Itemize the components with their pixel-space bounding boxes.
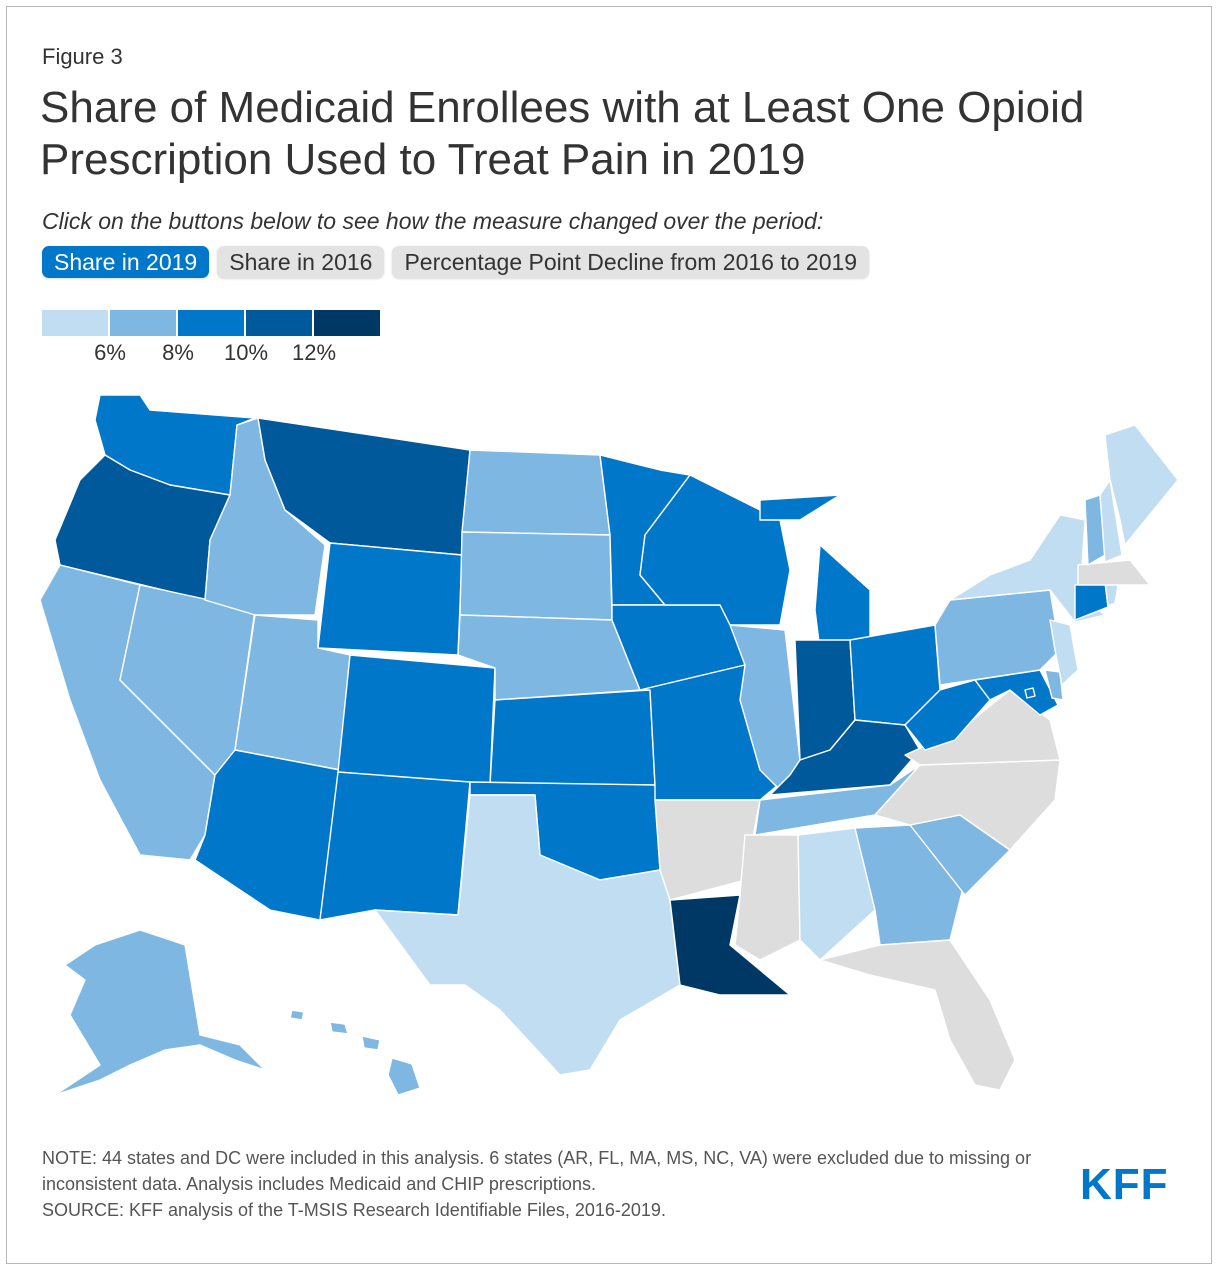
legend-swatch-1 <box>42 310 108 336</box>
state-NJ[interactable] <box>1049 619 1079 686</box>
state-TX[interactable] <box>374 794 681 1076</box>
state-AR[interactable] <box>654 799 761 901</box>
state-AK[interactable] <box>54 929 266 1096</box>
legend-label-8: 8% <box>162 340 194 365</box>
state-MA[interactable] <box>1077 559 1151 586</box>
state-DC[interactable] <box>1024 687 1036 699</box>
state-WI[interactable] <box>639 474 791 626</box>
state-FL[interactable] <box>819 939 1016 1091</box>
legend-label-10: 10% <box>223 340 269 365</box>
state-ND[interactable] <box>461 449 611 536</box>
share-2019-button[interactable]: Share in 2019 <box>42 246 210 278</box>
color-legend: 6% 8% 10% 12% <box>42 310 380 366</box>
legend-label-6: 6% <box>94 340 126 365</box>
state-AL[interactable] <box>797 827 876 961</box>
source-text: SOURCE: KFF analysis of the T-MSIS Resea… <box>42 1200 666 1220</box>
state-IL[interactable] <box>729 624 801 791</box>
state-CO[interactable] <box>337 654 496 786</box>
toggle-button-group: Share in 2019 Share in 2016 Percentage P… <box>42 246 870 278</box>
legend-label-12: 12% <box>291 340 337 365</box>
state-WY[interactable] <box>317 542 463 656</box>
legend-swatch-4 <box>246 310 312 336</box>
state-MS[interactable] <box>734 834 801 961</box>
kff-logo: KFF <box>1080 1160 1169 1209</box>
note-text: NOTE: 44 states and DC were included in … <box>42 1148 1032 1194</box>
state-PA[interactable] <box>934 589 1061 686</box>
share-2016-button[interactable]: Share in 2016 <box>217 246 385 278</box>
chart-subtitle: Click on the buttons below to see how th… <box>42 208 824 234</box>
state-SD[interactable] <box>459 531 613 621</box>
state-AZ[interactable] <box>194 749 341 921</box>
state-ME[interactable] <box>1104 424 1179 546</box>
pp-decline-button[interactable]: Percentage Point Decline from 2016 to 20… <box>392 246 870 278</box>
state-DE[interactable] <box>1044 669 1064 701</box>
figure-label: Figure 3 <box>42 44 123 69</box>
state-NH[interactable] <box>1099 479 1123 563</box>
legend-swatch-2 <box>110 310 176 336</box>
legend-swatch-5 <box>314 310 380 336</box>
state-NM[interactable] <box>319 771 471 921</box>
state-NY[interactable] <box>949 514 1106 623</box>
chart-notes: NOTE: 44 states and DC were included in … <box>42 1145 1082 1223</box>
legend-swatch-3 <box>178 310 244 336</box>
state-HI[interactable] <box>289 1009 421 1096</box>
us-state-map <box>39 394 1179 1096</box>
state-KS[interactable] <box>489 689 656 786</box>
chart-title: Share of Medicaid Enrollees with at Leas… <box>40 83 1085 184</box>
figure-frame <box>6 6 1212 1264</box>
